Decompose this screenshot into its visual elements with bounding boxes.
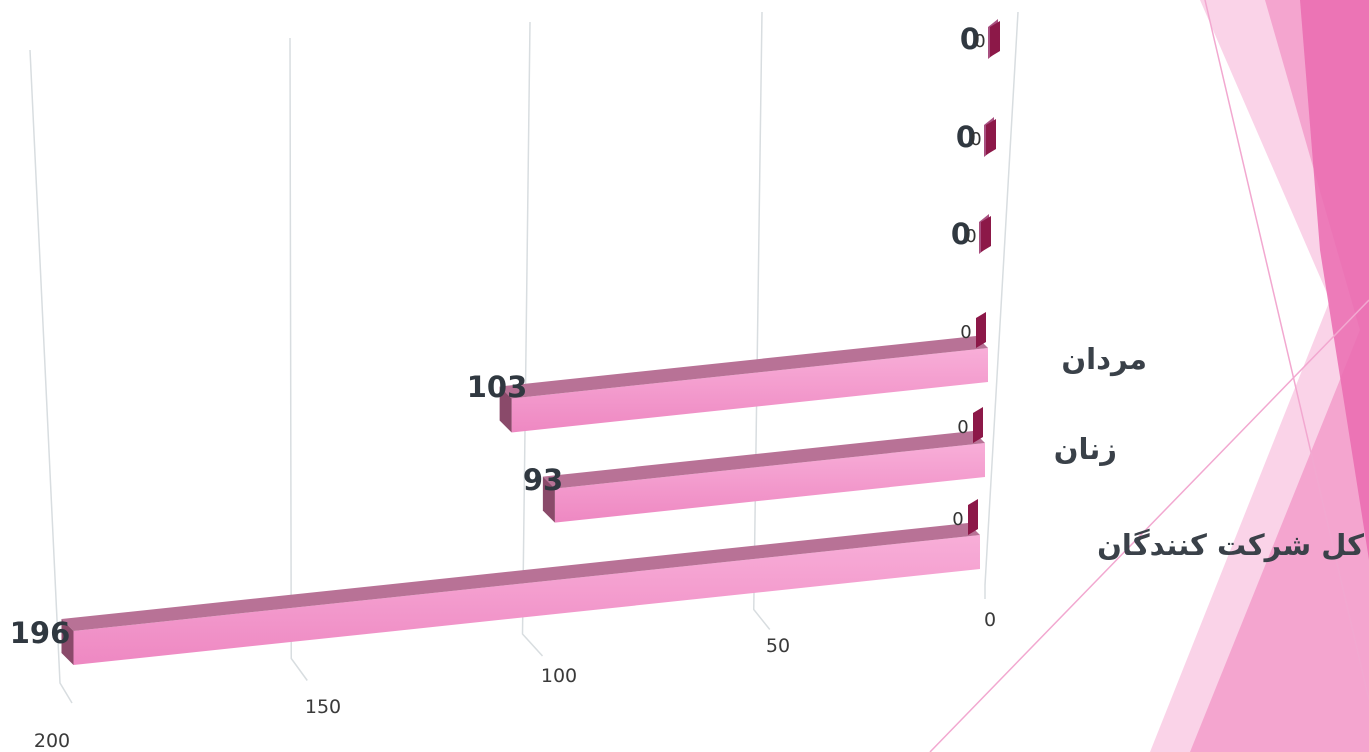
data-label: 196 xyxy=(10,616,71,650)
data-label: 0 xyxy=(960,22,980,56)
secondary-bar xyxy=(990,21,1000,57)
data-label: 0 xyxy=(956,120,976,154)
x-tick-label: 200 xyxy=(34,730,70,752)
gridline xyxy=(29,49,73,704)
category-label: مردان xyxy=(1061,342,1147,376)
gridline xyxy=(984,11,1019,599)
bar xyxy=(511,348,988,433)
secondary-bar xyxy=(981,216,991,252)
decor-line xyxy=(929,299,1369,752)
bar xyxy=(554,443,985,523)
secondary-data-label: 0 xyxy=(970,129,981,150)
x-axis-ticks: 0 50 100 150 200 xyxy=(34,609,996,752)
bar-top xyxy=(499,336,988,399)
secondary-data-label: 0 xyxy=(957,417,968,438)
x-tick-label: 0 xyxy=(984,609,996,631)
data-label: 0 xyxy=(951,217,971,251)
secondary-bar xyxy=(968,499,978,535)
bar-top xyxy=(61,523,980,632)
secondary-bar xyxy=(976,312,986,348)
chart-secondary-bars xyxy=(968,21,1000,535)
data-label: 93 xyxy=(523,463,563,497)
secondary-bar xyxy=(986,119,996,155)
chart-gridlines xyxy=(29,11,1019,704)
x-tick-label: 50 xyxy=(766,635,790,657)
gridline xyxy=(521,21,544,657)
bar-side xyxy=(499,386,512,433)
secondary-data-label: 0 xyxy=(974,31,985,52)
decor-shape xyxy=(1300,0,1369,560)
gridline xyxy=(289,37,308,681)
bar-side xyxy=(542,476,555,523)
secondary-data-label: 0 xyxy=(960,322,971,343)
category-label: زنان xyxy=(1053,432,1117,466)
secondary-data-label: 0 xyxy=(965,226,976,247)
bar-side xyxy=(61,619,74,666)
decor-line xyxy=(1204,0,1369,701)
gridline xyxy=(752,11,771,630)
category-label: کل شرکت کنندگان xyxy=(1097,528,1364,562)
data-label: 103 xyxy=(467,370,528,404)
secondary-bar xyxy=(973,407,983,443)
decorative-background xyxy=(929,0,1369,752)
chart-bars xyxy=(61,19,998,666)
x-tick-label: 100 xyxy=(541,665,577,687)
x-tick-label: 150 xyxy=(305,696,341,718)
secondary-data-label: 0 xyxy=(952,509,963,530)
bar-top xyxy=(542,431,985,489)
bar xyxy=(73,535,980,666)
